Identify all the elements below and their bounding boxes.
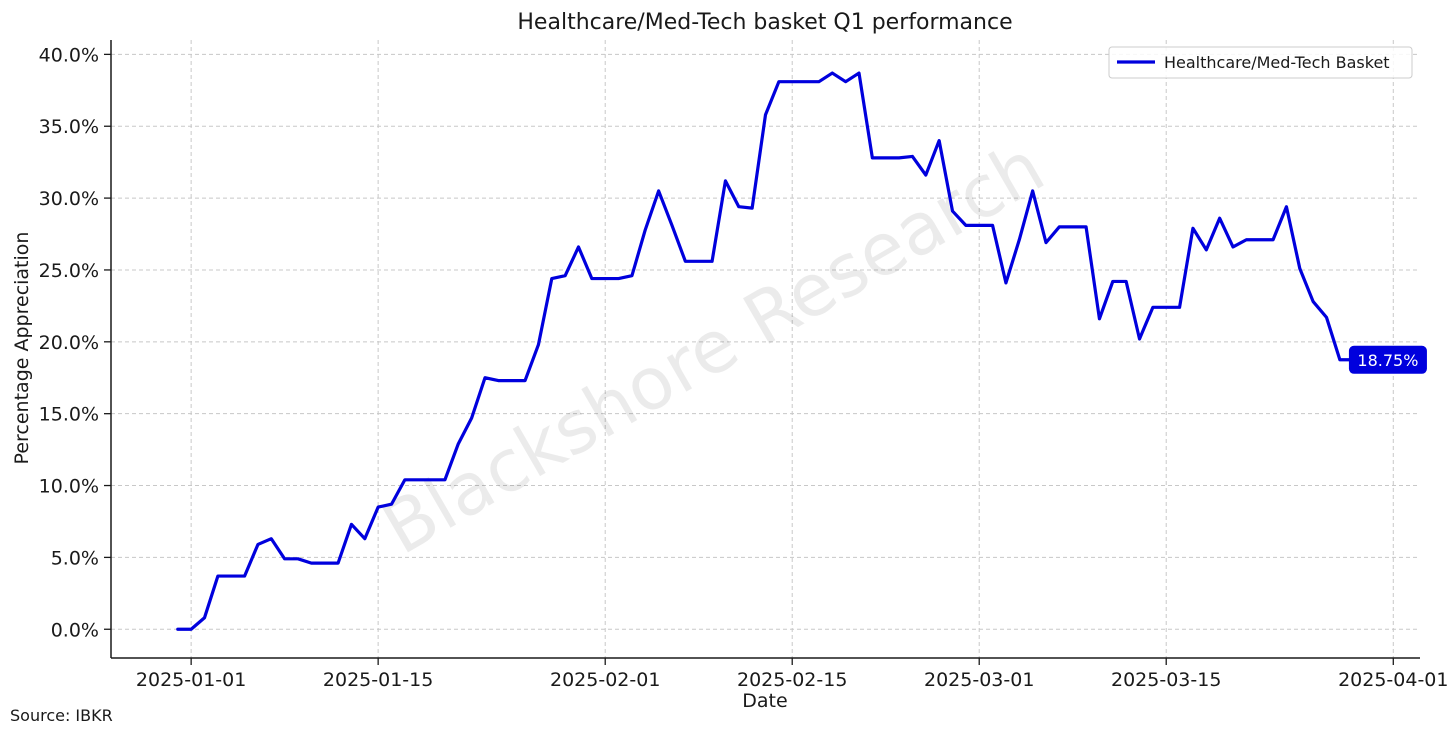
x-tick-label: 2025-02-15 [737,669,847,691]
x-axis-label: Date [742,690,787,712]
y-tick-label: 15.0% [39,404,99,426]
legend-box [1108,46,1413,79]
y-tick-label: 30.0% [39,188,99,210]
chart-title: Healthcare/Med-Tech basket Q1 performanc… [517,10,1012,35]
y-tick-label: 0.0% [51,619,99,641]
end-value-label: 18.75% [1348,345,1427,374]
x-tick-label: 2025-01-01 [136,669,246,691]
watermark: Blackshore Research [368,124,1057,570]
end-value-label-box [1348,345,1427,374]
y-tick-label: 35.0% [39,116,99,138]
y-tick-label: 40.0% [39,44,99,66]
x-ticks: 2025-01-01 2025-01-15 2025-02-01 2025-02-15… [136,658,1448,691]
series-line-healthcare-medtech [176,71,1382,631]
x-tick-label: 2025-03-01 [924,669,1034,691]
end-value-label-text: 18.75% [1357,351,1418,370]
legend: Healthcare/Med-Tech Basket [1108,46,1413,79]
y-ticks: 0.0% 5.0% 10.0% 15.0% 20.0% 25.0% 30.0% 35.0% 40… [39,44,111,641]
y-tick-label: 5.0% [51,547,99,569]
y-tick-label: 20.0% [39,332,99,354]
x-tick-label: 2025-03-15 [1111,669,1221,691]
y-axis-label: Percentage Appreciation [11,232,33,465]
y-tick-label: 10.0% [39,476,99,498]
source-note: Source: IBKR [10,706,113,725]
legend-label: Healthcare/Med-Tech Basket [1164,53,1390,72]
x-tick-label: 2025-04-01 [1338,669,1448,691]
x-tick-label: 2025-02-01 [550,669,660,691]
grid-lines [111,40,1420,658]
y-tick-label: 25.0% [39,260,99,282]
axes [110,40,1420,659]
x-tick-label: 2025-01-15 [323,669,433,691]
